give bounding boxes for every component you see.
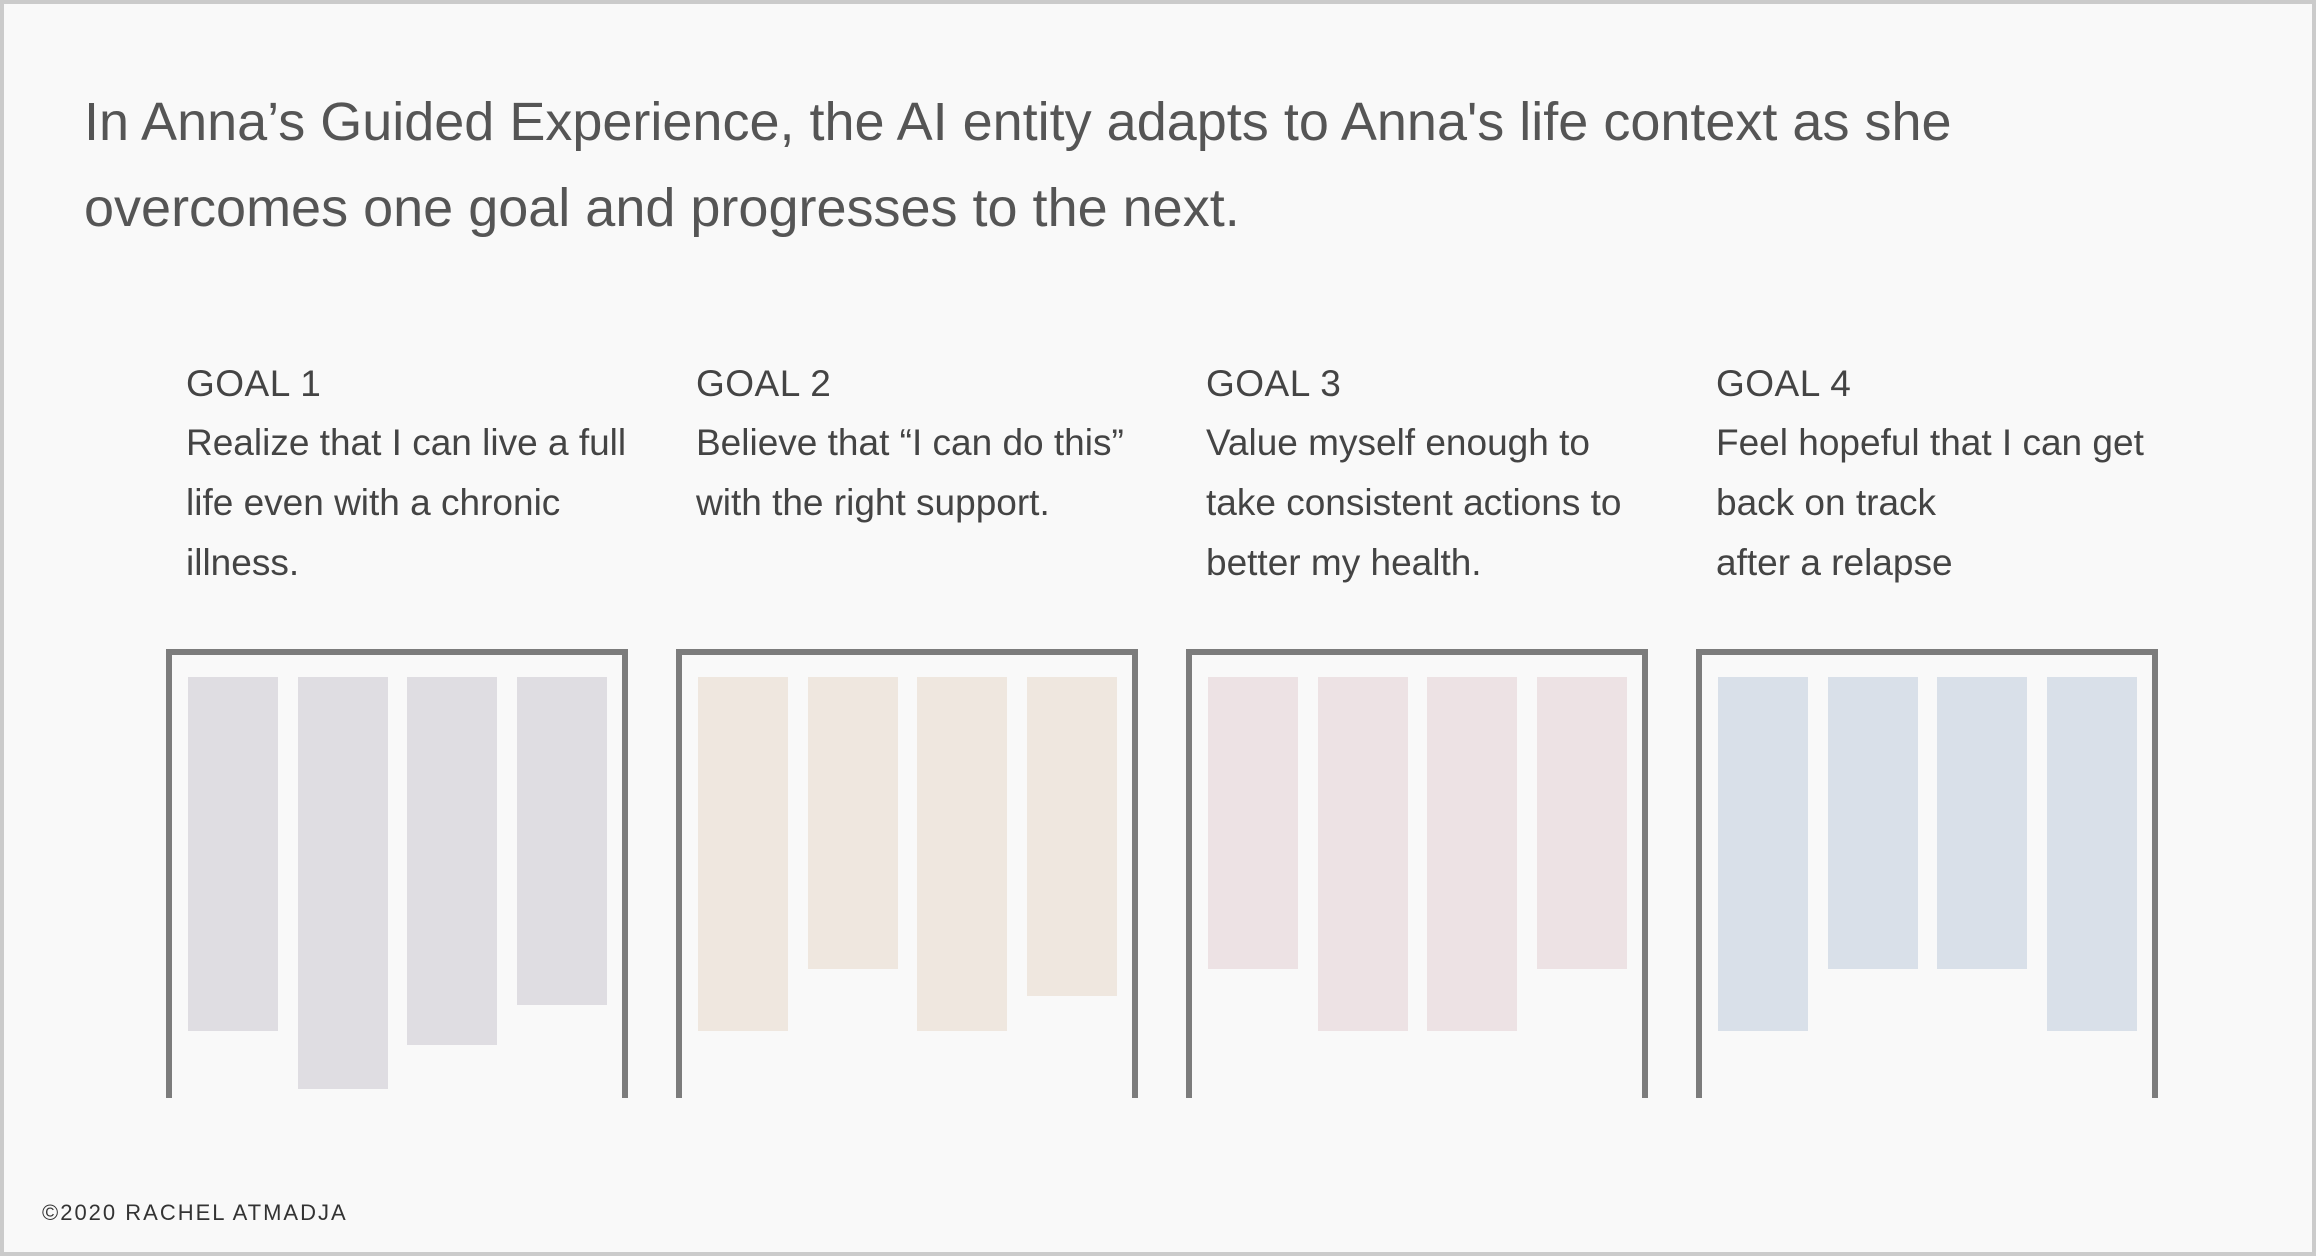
- goal-3-bar-2: [1318, 677, 1408, 1031]
- goal-3-label: GOAL 3: [1206, 363, 1342, 404]
- goal-2-description: GOAL 2 Believe that “I can do this” with…: [696, 359, 1166, 533]
- goal-3-bar-1: [1208, 677, 1298, 969]
- goal-1-bar-3: [407, 677, 497, 1045]
- goal-4-bar-3: [1937, 677, 2027, 969]
- goal-2-bar-2: [808, 677, 898, 969]
- goal-1-bar-2: [298, 677, 388, 1089]
- goal-2-frame: [676, 649, 1138, 1098]
- goal-4-description: GOAL 4 Feel hopeful that I can get back …: [1716, 359, 2186, 593]
- goal-4-text: Feel hopeful that I can get back on trac…: [1716, 422, 2144, 583]
- goal-2-bar-4: [1027, 677, 1117, 996]
- goal-4-bar-1: [1718, 677, 1808, 1031]
- goal-3-bar-4: [1537, 677, 1627, 969]
- copyright-credit: ©2020 RACHEL ATMADJA: [42, 1200, 348, 1225]
- goal-3-frame: [1186, 649, 1648, 1098]
- goal-3-description: GOAL 3 Value myself enough to take consi…: [1206, 359, 1676, 593]
- goal-3-bar-3: [1427, 677, 1517, 1031]
- goal-3-text: Value myself enough to take consistent a…: [1206, 422, 1622, 583]
- goal-4-frame: [1696, 649, 2158, 1098]
- goal-4-bar-2: [1828, 677, 1918, 969]
- headline: In Anna’s Guided Experience, the AI enti…: [84, 92, 1952, 238]
- goal-1-frame: [166, 649, 628, 1098]
- goal-4-label: GOAL 4: [1716, 363, 1852, 404]
- goal-2-bar-3: [917, 677, 1007, 1031]
- goal-1-description: GOAL 1 Realize that I can live a full li…: [186, 359, 656, 593]
- goal-2-text: Believe that “I can do this” with the ri…: [696, 422, 1124, 523]
- goal-1-bar-4: [517, 677, 607, 1005]
- goal-4-bar-4: [2047, 677, 2137, 1031]
- goal-2-bar-1: [698, 677, 788, 1031]
- goal-1-label: GOAL 1: [186, 363, 322, 404]
- goal-1-bar-1: [188, 677, 278, 1031]
- goal-2-label: GOAL 2: [696, 363, 832, 404]
- goal-1-text: Realize that I can live a full life even…: [186, 422, 627, 583]
